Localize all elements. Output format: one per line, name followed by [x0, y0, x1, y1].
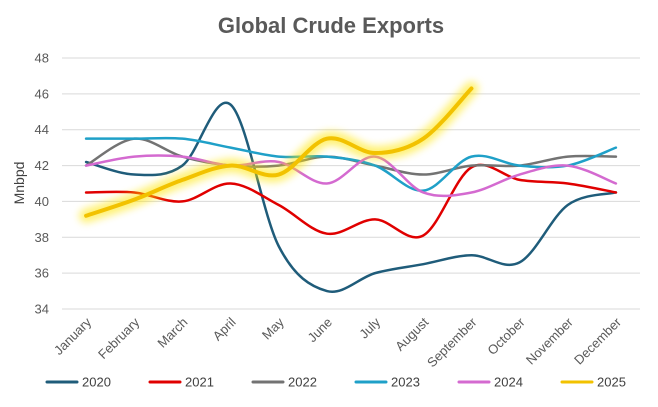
y-tick-label: 38: [35, 230, 49, 245]
series-line-2020: [84, 101, 618, 294]
series-line-2023: [84, 136, 618, 192]
series-line-2021: [84, 163, 618, 239]
legend-item-2024: 2024: [457, 375, 523, 390]
legend-item-2023: 2023: [354, 375, 420, 390]
series-2020: [84, 101, 618, 294]
legend-item-2022: 2022: [251, 375, 317, 390]
legend-item-2021: 2021: [148, 375, 214, 390]
legend: 2020 2021 2022 2023 2024 2025: [45, 375, 626, 390]
series-layer: [79, 81, 618, 294]
series-2024: [84, 154, 618, 198]
x-tick-label: May: [259, 314, 287, 342]
x-tick-label: April: [210, 314, 239, 343]
y-tick-label: 40: [35, 194, 49, 209]
x-tick-label: January: [51, 314, 95, 358]
x-tick-labels: January February March April May June July Augu…: [51, 314, 625, 370]
series-line-2024: [84, 154, 618, 198]
legend-label: 2023: [391, 375, 420, 390]
x-tick-label: December: [571, 314, 624, 367]
legend-label: 2022: [288, 375, 317, 390]
legend-item-2020: 2020: [45, 375, 111, 390]
chart-title: Global Crude Exports: [218, 13, 444, 38]
x-tick-label: November: [523, 314, 576, 367]
x-tick-label: October: [484, 314, 528, 358]
y-tick-label: 42: [35, 158, 49, 173]
grid-layer: [62, 57, 640, 310]
y-tick-labels: 34 36 38 40 42 44 46 48: [35, 51, 49, 317]
y-tick-label: 44: [35, 122, 49, 137]
y-tick-label: 46: [35, 86, 49, 101]
y-tick-label: 34: [35, 302, 49, 317]
legend-label: 2020: [82, 375, 111, 390]
series-2021: [84, 163, 618, 239]
x-tick-label: June: [304, 315, 335, 346]
legend-label: 2021: [185, 375, 214, 390]
y-axis-label: Mnbpd: [11, 162, 27, 205]
x-tick-label: February: [95, 314, 143, 362]
legend-item-2025: 2025: [560, 375, 626, 390]
legend-label: 2025: [597, 375, 626, 390]
legend-label: 2024: [494, 375, 523, 390]
x-tick-label: August: [392, 314, 431, 353]
x-tick-label: July: [356, 314, 383, 341]
y-tick-label: 36: [35, 266, 49, 281]
series-2023: [84, 136, 618, 192]
series-2025: [79, 81, 479, 223]
x-tick-label: March: [154, 315, 190, 351]
y-tick-label: 48: [35, 51, 49, 66]
series-line-2025: [84, 86, 474, 218]
x-tick-label: September: [424, 314, 480, 370]
